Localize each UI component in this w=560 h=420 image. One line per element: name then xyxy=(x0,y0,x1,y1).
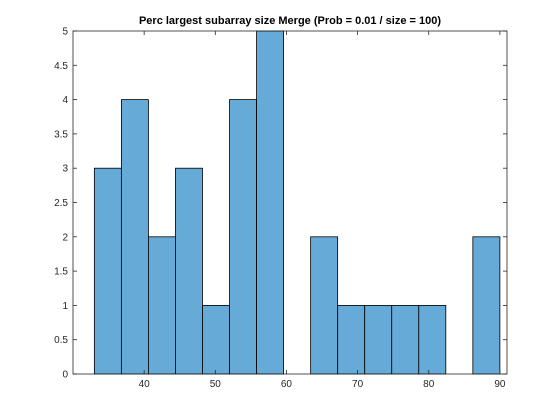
histogram-bar xyxy=(120,99,149,375)
histogram-bar xyxy=(472,236,501,375)
y-tick-label: 2.5 xyxy=(54,198,68,209)
x-tick-label: 40 xyxy=(139,379,151,390)
histogram-bar xyxy=(310,236,339,375)
histogram-bar xyxy=(148,236,176,375)
x-tick-label: 70 xyxy=(352,379,364,390)
x-tick-label: 90 xyxy=(494,379,506,390)
x-tick-label: 50 xyxy=(210,379,222,390)
chart-title: Perc largest subarray size Merge (Prob =… xyxy=(139,15,441,27)
y-tick-label: 4.5 xyxy=(54,61,68,72)
y-tick-label: 1 xyxy=(62,301,68,312)
y-tick-label: 4 xyxy=(62,95,68,106)
x-tick-label: 80 xyxy=(423,379,435,390)
histogram-bar xyxy=(175,167,203,375)
x-tick-label: 60 xyxy=(281,379,293,390)
bars-group xyxy=(93,30,501,375)
y-tick-label: 3.5 xyxy=(54,129,68,140)
y-axis-ticks: 0 0.5 1 1.5 2 2.5 3 3.5 4 4.5 5 xyxy=(54,27,507,381)
y-tick-label: 2 xyxy=(62,232,68,243)
y-tick-label: 0 xyxy=(62,370,68,381)
histogram-bar xyxy=(202,304,230,375)
histogram-bar xyxy=(364,304,393,375)
histogram-bar xyxy=(93,167,122,375)
y-tick-label: 1.5 xyxy=(54,267,68,278)
histogram-bar xyxy=(256,30,284,375)
y-tick-label: 0.5 xyxy=(54,335,68,346)
y-tick-label: 3 xyxy=(62,164,68,175)
histogram-bar xyxy=(391,304,420,375)
histogram-bar xyxy=(229,99,257,375)
x-axis-ticks: 40 50 60 70 80 90 xyxy=(139,31,506,390)
histogram-bar xyxy=(337,304,366,375)
histogram-bar xyxy=(418,304,447,375)
y-tick-label: 5 xyxy=(62,27,68,38)
